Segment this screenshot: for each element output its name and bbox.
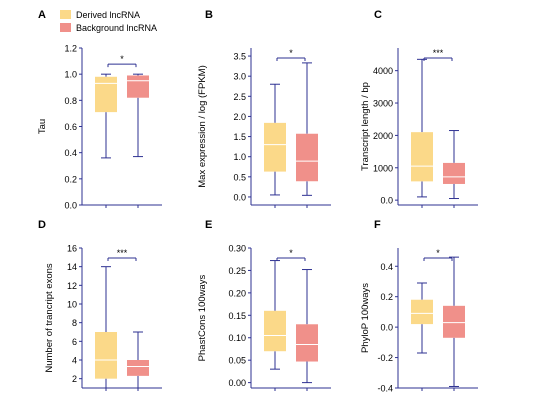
y-tick-label: 0.8 bbox=[64, 96, 77, 106]
y-tick-label: 1.0 bbox=[233, 152, 246, 162]
y-tick-label: 3.5 bbox=[233, 52, 246, 62]
y-axis-title: Number of trancript exons bbox=[44, 263, 55, 373]
y-axis-title: Max expression / log (FPKM) bbox=[197, 65, 208, 187]
y-tick-label: 0.05 bbox=[228, 356, 246, 366]
y-tick-label: 0.4 bbox=[64, 148, 77, 158]
legend-swatch bbox=[60, 23, 71, 32]
iqr-box bbox=[443, 305, 465, 338]
y-tick-label: 0.10 bbox=[228, 333, 246, 343]
y-tick-label: 0.20 bbox=[228, 288, 246, 298]
panel-letter: D bbox=[38, 219, 46, 231]
y-tick-label: 0.0 bbox=[233, 192, 246, 202]
y-tick-label: 14 bbox=[67, 262, 77, 272]
iqr-box bbox=[95, 76, 117, 113]
y-tick-label: -0.2 bbox=[377, 353, 393, 363]
legend-label: Background lncRNA bbox=[76, 23, 157, 33]
y-tick-label: 0.6 bbox=[64, 122, 77, 132]
y-tick-label: 2.0 bbox=[233, 112, 246, 122]
significance-label: * bbox=[289, 48, 293, 58]
iqr-box bbox=[296, 324, 318, 362]
y-tick-label: 4 bbox=[72, 356, 77, 366]
iqr-box bbox=[443, 162, 465, 184]
iqr-box bbox=[264, 122, 286, 172]
significance-label: * bbox=[436, 248, 440, 258]
y-tick-label: 1.2 bbox=[64, 44, 77, 54]
y-tick-label: 1.5 bbox=[233, 132, 246, 142]
y-tick-label: 6 bbox=[72, 337, 77, 347]
y-tick-label: 8 bbox=[72, 318, 77, 328]
y-tick-label: 1.0 bbox=[64, 70, 77, 80]
iqr-box bbox=[127, 360, 149, 376]
y-tick-label: 0.2 bbox=[380, 292, 393, 302]
y-tick-label: 2 bbox=[72, 374, 77, 384]
panel-letter: B bbox=[205, 9, 213, 21]
y-tick-label: 0.0 bbox=[380, 196, 393, 206]
y-tick-label: 12 bbox=[67, 281, 77, 291]
legend-label: Derived lncRNA bbox=[76, 10, 140, 20]
y-axis-title: PhyloP 100ways bbox=[360, 283, 371, 353]
y-tick-label: 4000 bbox=[373, 66, 393, 76]
significance-label: * bbox=[120, 54, 124, 64]
y-tick-label: 10 bbox=[67, 300, 77, 310]
iqr-box bbox=[411, 299, 433, 325]
y-tick-label: 0.00 bbox=[228, 378, 246, 388]
panel-letter: C bbox=[374, 9, 382, 21]
y-axis-title: Transcript length / bp bbox=[360, 82, 371, 171]
panel-letter: E bbox=[205, 219, 212, 231]
y-tick-label: 2.5 bbox=[233, 92, 246, 102]
iqr-box bbox=[95, 332, 117, 379]
iqr-box bbox=[127, 75, 149, 98]
y-tick-label: 0.0 bbox=[64, 201, 77, 211]
y-tick-label: 0.2 bbox=[64, 174, 77, 184]
legend-swatch bbox=[60, 10, 71, 19]
y-tick-label: 16 bbox=[67, 244, 77, 254]
panel-letter: A bbox=[38, 9, 46, 21]
significance-label: * bbox=[289, 248, 293, 258]
significance-label: *** bbox=[433, 48, 444, 58]
y-tick-label: 3.0 bbox=[233, 72, 246, 82]
iqr-box bbox=[411, 132, 433, 182]
y-axis-title: Tau bbox=[37, 119, 48, 134]
significance-label: *** bbox=[117, 248, 128, 258]
y-tick-label: 0.4 bbox=[380, 262, 393, 272]
iqr-box bbox=[264, 310, 286, 352]
y-tick-label: 0.5 bbox=[233, 172, 246, 182]
iqr-box bbox=[296, 133, 318, 182]
panel-letter: F bbox=[374, 219, 381, 231]
y-tick-label: 1000 bbox=[373, 163, 393, 173]
y-tick-label: 0.15 bbox=[228, 311, 246, 321]
y-tick-label: 0.25 bbox=[228, 266, 246, 276]
y-tick-label: 0.0 bbox=[380, 323, 393, 333]
y-tick-label: 3000 bbox=[373, 99, 393, 109]
y-axis-title: PhastCons 100ways bbox=[197, 274, 208, 361]
y-tick-label: 0.30 bbox=[228, 244, 246, 254]
y-tick-label: -0.4 bbox=[377, 384, 393, 394]
y-tick-label: 2000 bbox=[373, 131, 393, 141]
